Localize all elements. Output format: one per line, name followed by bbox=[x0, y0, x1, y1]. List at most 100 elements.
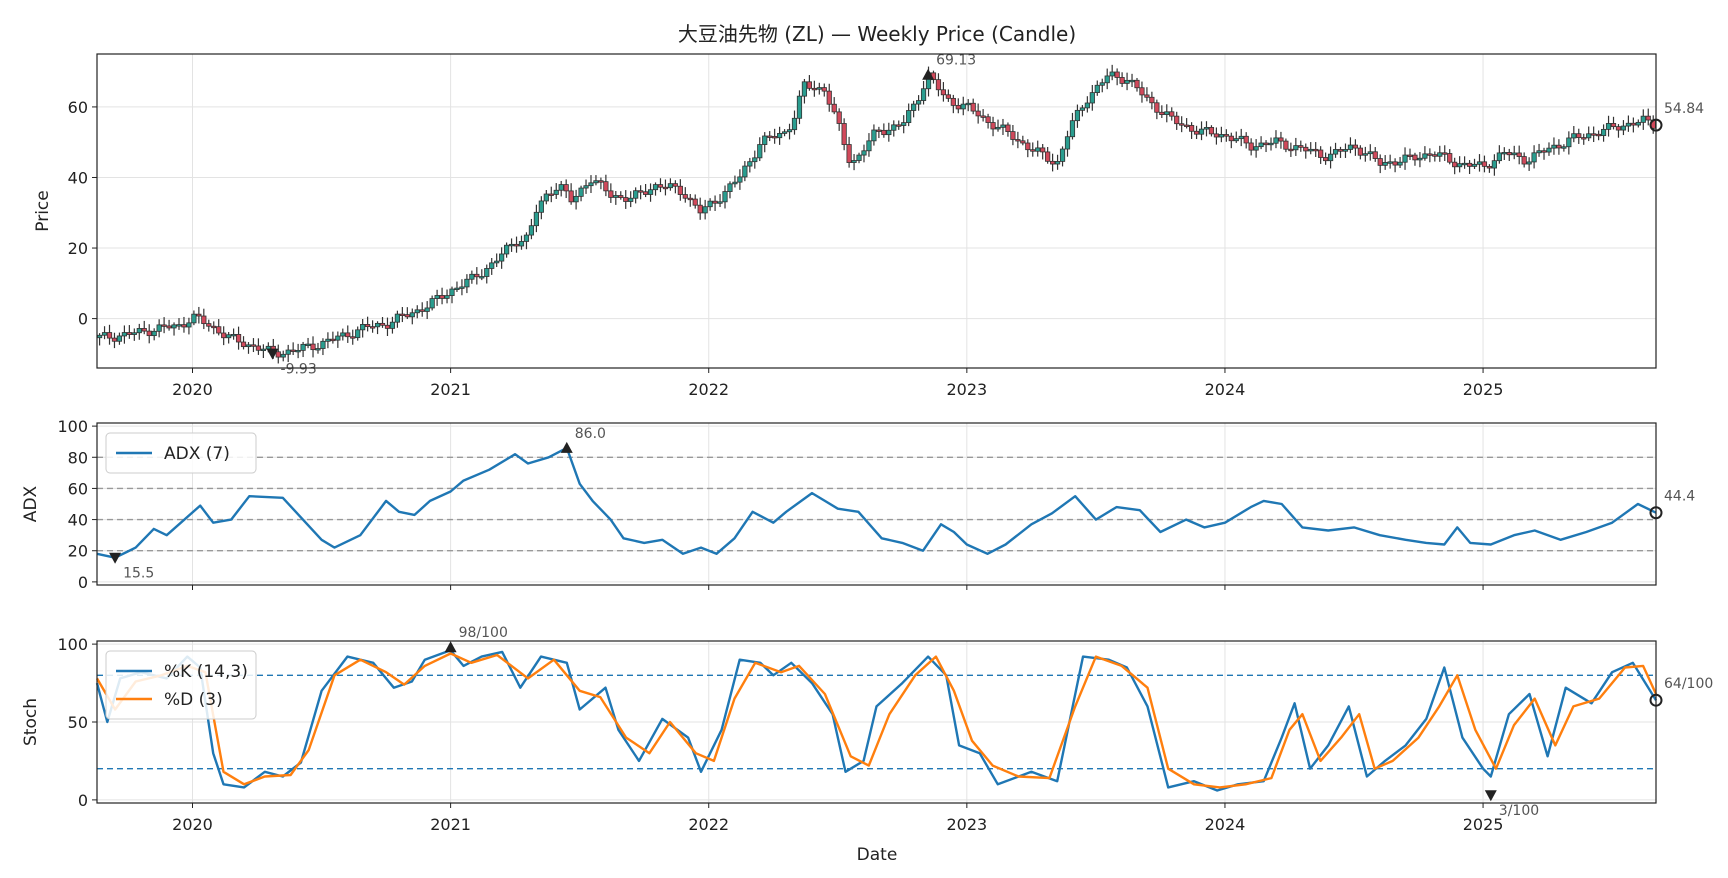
candle-body bbox=[464, 278, 470, 288]
plot-frame bbox=[96, 53, 1657, 369]
candle-body bbox=[1223, 134, 1229, 137]
candle-body bbox=[211, 325, 217, 329]
legend-label: ADX (7) bbox=[164, 444, 230, 464]
candle-body bbox=[1332, 149, 1339, 155]
candle-body bbox=[1164, 111, 1170, 115]
price-panel: 0 20 40 60 2020 2021 2022 2023 2024 2025 Price 69.1… bbox=[33, 53, 1704, 399]
candle-body bbox=[419, 309, 425, 312]
candle-body bbox=[300, 343, 306, 351]
candle-body bbox=[141, 328, 147, 332]
y-tick-label: 60 bbox=[68, 479, 88, 498]
candle-body bbox=[1536, 150, 1542, 154]
candle-body bbox=[275, 351, 281, 358]
candle-body bbox=[722, 191, 728, 203]
min-marker bbox=[266, 348, 279, 360]
candle-body bbox=[558, 184, 564, 191]
candle-body bbox=[1387, 161, 1393, 164]
min-value-label: 3/100 bbox=[1499, 803, 1539, 819]
candle-body bbox=[176, 324, 182, 327]
candle-body bbox=[1154, 102, 1160, 113]
candle-body bbox=[737, 176, 743, 183]
candle-body bbox=[836, 111, 842, 124]
candle-body bbox=[1134, 79, 1140, 89]
candle-body bbox=[945, 94, 951, 99]
candle-body bbox=[1576, 133, 1582, 138]
candle-body bbox=[1268, 142, 1274, 146]
candle-body bbox=[484, 268, 490, 277]
candle-body bbox=[1179, 123, 1185, 126]
candle-body bbox=[970, 102, 976, 112]
candle-body bbox=[1149, 96, 1155, 104]
candle-body bbox=[479, 276, 485, 279]
candle-body bbox=[598, 180, 604, 183]
candle-body bbox=[1566, 137, 1572, 148]
candle-body bbox=[1248, 142, 1254, 151]
x-tick-label: 2023 bbox=[946, 380, 987, 399]
candle-body bbox=[638, 190, 644, 193]
candle-body bbox=[712, 200, 718, 204]
legend-label: %D (3) bbox=[164, 690, 223, 710]
candle-body bbox=[583, 185, 589, 189]
candle-body bbox=[1402, 154, 1408, 163]
candle-body bbox=[320, 340, 326, 349]
candle-body bbox=[1447, 153, 1453, 163]
candle-body bbox=[1501, 152, 1507, 155]
x-tick-label: 2021 bbox=[430, 380, 471, 399]
candle-body bbox=[1050, 160, 1056, 165]
candle-body bbox=[801, 81, 808, 97]
candle-body bbox=[504, 244, 510, 255]
candle-body bbox=[449, 288, 455, 296]
candle-body bbox=[290, 349, 296, 352]
legend-box bbox=[105, 650, 257, 720]
candle-body bbox=[1109, 71, 1115, 77]
candle-body bbox=[613, 195, 619, 198]
candle-body bbox=[1615, 126, 1622, 131]
candle-body bbox=[365, 324, 371, 328]
candle-body bbox=[315, 348, 321, 351]
candle-body bbox=[1218, 134, 1224, 138]
candle-body bbox=[255, 345, 262, 351]
candle-body bbox=[911, 103, 917, 111]
candle-body bbox=[1571, 133, 1577, 139]
candle-body bbox=[1586, 133, 1592, 139]
candle-body bbox=[806, 81, 812, 89]
candle-body bbox=[350, 336, 356, 339]
candle-body bbox=[1059, 148, 1066, 162]
candle-body bbox=[116, 335, 123, 342]
candle-body bbox=[935, 79, 942, 91]
candle-body bbox=[156, 324, 162, 332]
candle-body bbox=[861, 150, 867, 156]
candle-body bbox=[523, 234, 530, 242]
candle-body bbox=[667, 183, 674, 189]
candle-body bbox=[494, 260, 500, 264]
candle-body bbox=[642, 191, 649, 195]
candle-body bbox=[171, 324, 177, 329]
candle-body bbox=[146, 330, 152, 337]
candle-body bbox=[280, 353, 286, 358]
candle-body bbox=[216, 326, 222, 334]
candle-body bbox=[752, 157, 758, 163]
candle-body bbox=[1104, 75, 1110, 84]
candle-body bbox=[677, 185, 683, 195]
candle-body bbox=[1546, 147, 1552, 153]
candle-body bbox=[568, 190, 574, 203]
y-tick-label: 40 bbox=[68, 168, 88, 187]
candle-body bbox=[1193, 130, 1200, 135]
candle-body bbox=[881, 129, 887, 136]
candle-body bbox=[1362, 153, 1368, 156]
candle-body bbox=[975, 110, 981, 117]
candle-body bbox=[1030, 149, 1036, 152]
candle-body bbox=[1561, 146, 1567, 149]
candle-body bbox=[1427, 153, 1433, 156]
candle-body bbox=[369, 326, 376, 329]
candle-body bbox=[1114, 71, 1120, 78]
candle-body bbox=[871, 129, 877, 142]
candle-body bbox=[1521, 156, 1527, 165]
candle-body bbox=[826, 90, 832, 105]
candle-body bbox=[1581, 137, 1587, 140]
candle-body bbox=[1124, 79, 1130, 84]
y-tick-label: 0 bbox=[78, 310, 88, 329]
candle-body bbox=[96, 334, 103, 339]
stoch-panel: 0 50 100 2020 2021 2022 2023 2024 2025 Stoch %K (1… bbox=[21, 625, 1713, 834]
candle-body bbox=[960, 103, 966, 110]
